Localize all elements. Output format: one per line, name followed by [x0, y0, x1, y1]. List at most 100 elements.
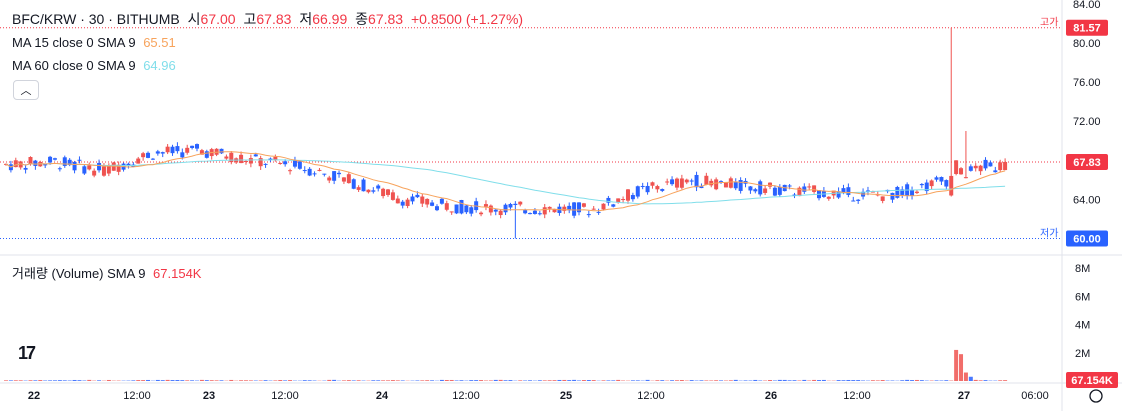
ma15-legend[interactable]: MA 15 close 0 SMA 9 65.51 — [12, 35, 180, 50]
volume-bar — [283, 380, 288, 381]
volume-bar — [616, 379, 621, 381]
candle — [630, 195, 635, 200]
candle — [694, 174, 699, 188]
volume-bar — [376, 380, 381, 381]
candle — [523, 210, 528, 214]
candle — [768, 182, 773, 187]
candle — [278, 163, 283, 165]
volume-bar — [420, 380, 425, 381]
candle — [302, 170, 307, 172]
volume-bar — [395, 380, 400, 381]
candle — [513, 203, 518, 205]
candle — [341, 177, 346, 182]
symbol-title: BFC/KRW · 30 · BITHUMB — [12, 11, 180, 27]
candle — [880, 196, 885, 201]
volume-value: 67.154K — [153, 266, 202, 281]
candle — [327, 177, 332, 181]
candle — [346, 174, 351, 184]
candle — [444, 203, 449, 210]
candle — [758, 181, 763, 195]
ma60-legend[interactable]: MA 60 close 0 SMA 9 64.96 — [12, 58, 180, 73]
volume-bar — [537, 380, 542, 381]
volume-bar — [934, 380, 939, 381]
candle — [57, 168, 62, 170]
volume-bar — [136, 380, 141, 381]
price-line-tag — [1066, 230, 1108, 247]
candle — [562, 206, 567, 211]
candle — [944, 180, 949, 187]
candle — [141, 153, 146, 158]
candle — [689, 180, 694, 182]
volume-bar — [474, 380, 479, 381]
candle — [611, 204, 616, 207]
volume-bar — [714, 380, 719, 381]
volume-legend[interactable]: 거래량 (Volume) SMA 9 67.154K — [12, 263, 205, 282]
candle — [552, 208, 557, 213]
candle — [190, 145, 195, 148]
candle — [846, 187, 851, 195]
candle — [43, 164, 48, 166]
candle — [586, 214, 591, 216]
candle — [900, 189, 905, 195]
volume-bar — [469, 380, 474, 381]
candle — [714, 179, 719, 190]
candle — [204, 151, 209, 158]
candle — [532, 210, 537, 214]
candle — [601, 203, 606, 210]
volume-bar — [816, 380, 821, 381]
volume-bar — [239, 380, 244, 381]
candle — [126, 163, 131, 166]
volume-bar — [400, 380, 405, 381]
candle — [968, 166, 973, 171]
candle — [464, 205, 469, 213]
volume-bar — [52, 380, 57, 381]
candle — [684, 179, 689, 183]
volume-bar — [28, 380, 33, 381]
volume-bar — [263, 380, 268, 381]
volume-bar — [1003, 380, 1008, 381]
candle — [400, 201, 405, 206]
candle — [670, 179, 675, 185]
candle — [748, 186, 753, 191]
volume-bar — [425, 380, 430, 381]
volume-bar — [630, 380, 635, 381]
candle — [792, 194, 797, 196]
candle — [101, 166, 106, 176]
volume-bar — [155, 379, 160, 381]
ma15-line — [5, 151, 1006, 212]
collapse-legend-button[interactable]: ︿ — [13, 80, 39, 100]
candle — [116, 164, 121, 172]
volume-bar — [611, 380, 616, 381]
volume-bar — [851, 380, 856, 381]
candle — [185, 147, 190, 153]
time-axis-tick: 12:00 — [843, 390, 871, 402]
high-label: 고 — [243, 11, 257, 27]
candle — [386, 189, 391, 195]
candle — [469, 207, 474, 214]
candle — [239, 154, 244, 164]
volume-bar — [577, 380, 582, 381]
candle — [983, 159, 988, 169]
candle — [596, 211, 601, 213]
volume-bar — [797, 380, 802, 381]
volume-bar — [699, 380, 704, 381]
candle — [62, 157, 67, 166]
volume-bar — [444, 380, 449, 381]
candle — [337, 172, 342, 175]
volume-bar — [963, 372, 968, 381]
volume-bar — [459, 380, 464, 381]
candle — [655, 186, 660, 190]
volume-bar — [802, 379, 807, 381]
candle — [67, 159, 72, 166]
volume-bar — [601, 380, 606, 381]
time-axis-tick: 24 — [376, 390, 389, 402]
price-line-value: 81.57 — [1073, 23, 1101, 35]
volume-last-tag — [1066, 372, 1118, 389]
volume-bar — [57, 380, 62, 381]
volume-bar — [356, 380, 361, 381]
tradingview-logo-icon[interactable]: 17 — [18, 343, 36, 363]
volume-bar — [572, 379, 577, 381]
candle — [875, 194, 880, 196]
candle — [415, 194, 420, 198]
